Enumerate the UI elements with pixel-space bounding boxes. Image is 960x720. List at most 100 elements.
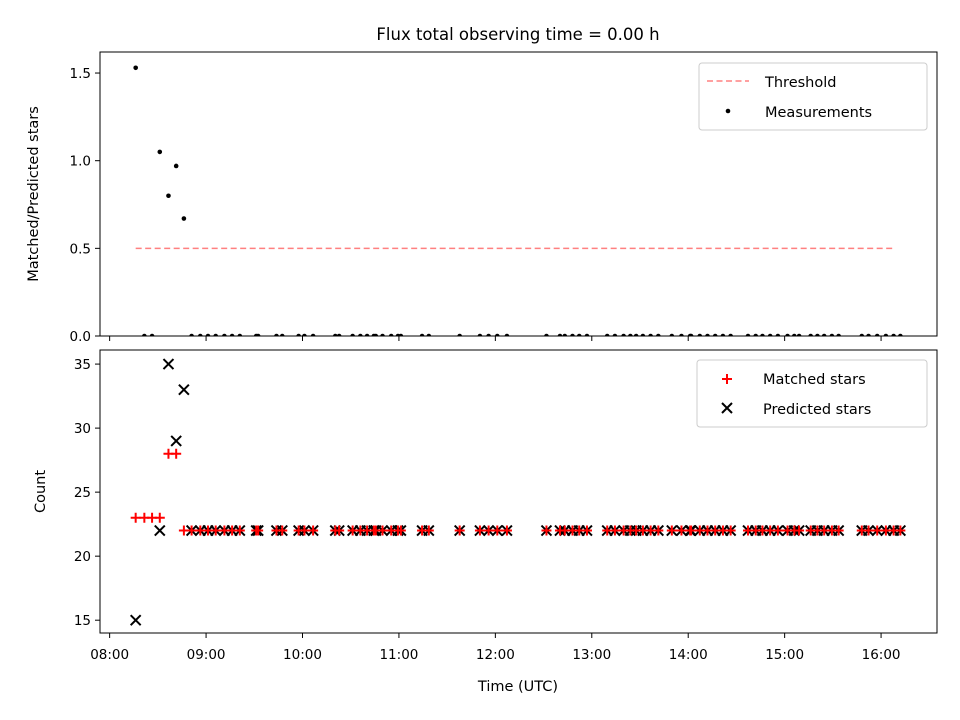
measurement-point [274, 333, 279, 336]
matched-star-marker [154, 512, 165, 523]
measurement-point [358, 333, 363, 336]
matched-star-marker [277, 525, 288, 536]
x-tick-label: 08:00 [90, 647, 129, 663]
matched-star-marker [130, 512, 141, 523]
x-tick-label: 13:00 [572, 647, 611, 663]
measurement-point [712, 333, 718, 336]
y-tick-label: 25 [74, 485, 91, 501]
measurement-point [628, 333, 633, 336]
predicted-star-marker [129, 614, 142, 626]
measurement-point [859, 333, 865, 336]
measurement-point [785, 333, 790, 336]
matched-star-marker [483, 525, 494, 536]
measurement-point [166, 193, 171, 199]
y-tick-label: 30 [74, 421, 91, 437]
matched-star-marker [454, 525, 465, 536]
predicted-star-marker [178, 383, 190, 396]
y-tick-label: 1.0 [70, 154, 91, 170]
x-tick-label: 16:00 [862, 647, 901, 663]
measurement-point [570, 333, 575, 336]
matched-star-marker [772, 525, 783, 536]
measurement-point [679, 333, 684, 336]
measurement-point [791, 333, 797, 336]
predicted-star-marker [170, 435, 182, 447]
measurement-point [388, 333, 394, 336]
measurement-point [255, 333, 261, 336]
matched-star-marker [686, 525, 697, 536]
plot-area [129, 358, 907, 626]
measurement-point [760, 333, 765, 336]
chart-title: Flux total observing time = 0.00 h [376, 25, 659, 44]
y-axis-label: Matched/Predicted stars [26, 106, 42, 282]
measurement-point [720, 333, 726, 336]
bottom-panel: 15 20 25 30 35 08:00 09:00 10:00 11:00 12:00 13:00… [33, 349, 938, 695]
legend-measurements-label: Measurements [765, 105, 872, 121]
matched-star-marker [253, 525, 264, 536]
measurement-point [584, 333, 590, 336]
y-tick-label: 35 [74, 357, 91, 373]
matched-star-marker [299, 525, 310, 536]
x-tick-label: 14:00 [669, 647, 708, 663]
measurement-point [557, 333, 563, 336]
legend-entries [721, 374, 733, 414]
measurement-point [767, 333, 773, 336]
predicted-star-marker [154, 524, 166, 537]
measurement-point [866, 333, 871, 336]
measurement-point [688, 333, 694, 336]
measurement-point [237, 333, 243, 336]
measurement-point [640, 333, 646, 336]
measurement-point [775, 333, 781, 336]
measurement-point [883, 333, 889, 336]
measurement-point [728, 333, 733, 336]
measurement-point [350, 333, 355, 336]
measurement-point [829, 333, 835, 336]
matched-star-marker [653, 525, 664, 536]
matched-star-marker [725, 525, 736, 536]
matched-star-marker [833, 525, 844, 536]
measurement-point [336, 333, 342, 336]
measurement-point [181, 216, 187, 221]
matched-star-marker [895, 525, 906, 536]
legend-box [696, 359, 928, 428]
measurement-point [604, 333, 610, 336]
matched-star-marker [423, 525, 434, 536]
matched-star-marker [308, 525, 319, 536]
legend-matched-swatch [722, 374, 732, 384]
matched-star-marker [171, 448, 182, 459]
legend-measurements-swatch [725, 108, 731, 114]
measurement-point [419, 333, 425, 336]
measurement-point [197, 333, 203, 336]
matched-star-marker [492, 525, 503, 536]
measurement-point [808, 333, 813, 336]
matched-star-marker [186, 525, 197, 536]
measurement-point [656, 333, 661, 336]
matched-star-marker [501, 525, 512, 536]
legend-predicted-swatch [721, 402, 733, 414]
measurement-point [753, 333, 759, 336]
measurement-point [504, 333, 510, 336]
measurement-point [457, 333, 462, 336]
matched-star-marker [609, 525, 620, 536]
measurement-point [149, 333, 155, 336]
legend-box [698, 62, 928, 131]
matched-star-marker [474, 525, 485, 536]
measurement-point [398, 333, 404, 336]
measurement-point [296, 333, 301, 336]
x-axis-label: Time (UTC) [477, 679, 558, 695]
plot-area [133, 65, 903, 336]
matched-star-marker [676, 525, 687, 536]
x-tick-label: 12:00 [476, 647, 515, 663]
measurement-point [380, 333, 385, 336]
measurement-point [364, 333, 370, 336]
measurement-point [648, 333, 653, 336]
legend-matched-label: Matched stars [763, 372, 866, 388]
predicted-star-marker [162, 358, 175, 370]
matched-star-marker [863, 525, 874, 536]
measurement-point [612, 333, 618, 336]
matched-star-marker [872, 525, 883, 536]
measurement-point [669, 333, 675, 336]
measurement-point [189, 333, 194, 336]
matched-star-marker [210, 525, 221, 536]
measurement-point [891, 333, 896, 336]
